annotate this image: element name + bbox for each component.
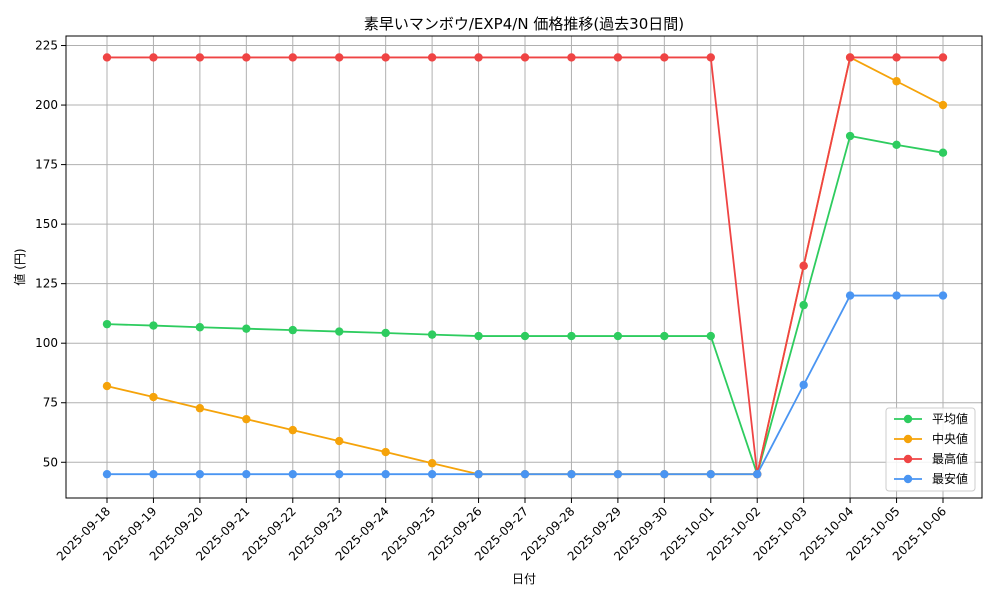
series-point-4 bbox=[474, 469, 483, 479]
series-point-2 bbox=[149, 392, 158, 402]
series-point-3 bbox=[567, 53, 576, 62]
series-point-4 bbox=[799, 380, 808, 390]
series-point-3 bbox=[892, 53, 901, 62]
axes: 2025-09-182025-09-192025-09-202025-09-21… bbox=[35, 39, 949, 564]
series-point-1 bbox=[242, 324, 251, 333]
series-point-1 bbox=[474, 331, 483, 341]
series-point-2 bbox=[381, 447, 390, 457]
series-point-1 bbox=[102, 319, 112, 329]
series-point-4 bbox=[938, 291, 948, 300]
y-tick-label: 150 bbox=[35, 217, 58, 231]
series-point-4 bbox=[706, 469, 715, 479]
legend-marker bbox=[903, 434, 913, 444]
series-point-3 bbox=[520, 53, 530, 62]
series-point-1 bbox=[427, 330, 437, 339]
legend-marker bbox=[903, 414, 913, 424]
series-point-4 bbox=[660, 469, 669, 479]
series-point-3 bbox=[613, 53, 623, 62]
series-point-4 bbox=[195, 469, 205, 479]
y-axis-title: 値 (円) bbox=[12, 248, 27, 285]
chart-title: 素早いマンボウ/EXP4/N 価格推移(過去30日間) bbox=[364, 15, 684, 33]
y-tick-label: 200 bbox=[35, 98, 58, 112]
series-point-4 bbox=[845, 291, 855, 300]
series-point-2 bbox=[892, 77, 901, 86]
series-point-4 bbox=[520, 469, 530, 479]
series-point-1 bbox=[799, 300, 808, 310]
series-point-2 bbox=[102, 381, 112, 391]
series-point-2 bbox=[242, 414, 251, 424]
grid-lines bbox=[66, 36, 982, 498]
series-point-3 bbox=[242, 53, 251, 62]
y-tick-label: 75 bbox=[43, 396, 58, 410]
legend-label: 最安値 bbox=[932, 471, 968, 486]
series-point-3 bbox=[845, 53, 855, 62]
series-point-1 bbox=[845, 131, 855, 141]
series-point-2 bbox=[195, 404, 205, 413]
series-point-3 bbox=[102, 53, 112, 62]
series-point-1 bbox=[660, 331, 669, 341]
y-tick-label: 50 bbox=[43, 455, 58, 469]
plot-area-frame bbox=[65, 35, 983, 499]
series-point-2 bbox=[427, 459, 437, 468]
series-point-3 bbox=[381, 53, 390, 62]
series-point-3 bbox=[938, 53, 948, 62]
series-point-1 bbox=[706, 331, 715, 341]
series-point-4 bbox=[335, 469, 344, 479]
series-point-2 bbox=[938, 100, 948, 110]
series-point-4 bbox=[242, 469, 251, 479]
series-point-1 bbox=[195, 323, 205, 332]
legend-marker bbox=[903, 474, 913, 484]
series-point-4 bbox=[381, 469, 390, 479]
series-point-4 bbox=[613, 469, 623, 479]
y-tick-label: 100 bbox=[35, 336, 58, 350]
series-point-1 bbox=[613, 331, 623, 341]
series-point-1 bbox=[520, 331, 530, 341]
series-point-4 bbox=[567, 469, 576, 479]
series-point-3 bbox=[474, 53, 483, 62]
series-point-3 bbox=[149, 53, 158, 62]
series-point-3 bbox=[195, 53, 205, 62]
y-tick-label: 225 bbox=[35, 39, 58, 53]
legend-label: 平均値 bbox=[932, 411, 968, 426]
series-point-3 bbox=[706, 53, 715, 62]
series-point-3 bbox=[660, 53, 669, 62]
series-point-1 bbox=[149, 321, 158, 330]
legend-label: 中央値 bbox=[932, 431, 968, 446]
series-point-3 bbox=[288, 53, 297, 62]
series-point-4 bbox=[753, 469, 762, 479]
series-point-4 bbox=[892, 291, 901, 300]
series-point-1 bbox=[938, 148, 948, 157]
series-point-3 bbox=[335, 53, 344, 62]
y-tick-label: 175 bbox=[35, 158, 58, 172]
series-point-1 bbox=[335, 327, 344, 336]
series-point-3 bbox=[799, 261, 808, 271]
series-point-2 bbox=[288, 425, 297, 435]
series-point-1 bbox=[381, 328, 390, 338]
series-point-1 bbox=[288, 325, 297, 335]
series-point-4 bbox=[288, 469, 297, 479]
series-point-1 bbox=[567, 331, 576, 341]
series-point-4 bbox=[102, 469, 112, 479]
x-axis-title: 日付 bbox=[512, 572, 536, 586]
legend-label: 最高値 bbox=[932, 451, 968, 466]
series-point-3 bbox=[427, 53, 437, 62]
series-point-4 bbox=[427, 469, 437, 479]
y-tick-label: 125 bbox=[35, 277, 58, 291]
series-point-1 bbox=[892, 140, 901, 150]
legend-box bbox=[885, 407, 976, 492]
legend-marker bbox=[903, 454, 913, 464]
series-layer bbox=[102, 53, 948, 479]
series-point-2 bbox=[335, 436, 344, 446]
series-point-4 bbox=[149, 469, 158, 479]
